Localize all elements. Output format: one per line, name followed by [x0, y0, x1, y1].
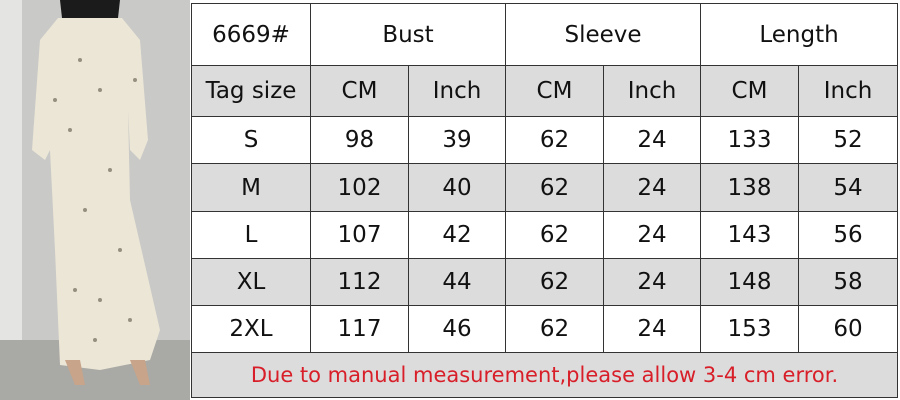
- units-row: Tag size CM Inch CM Inch CM Inch: [191, 65, 898, 117]
- measurement-cell: 24: [603, 163, 701, 212]
- measurement-cell: 40: [408, 163, 506, 212]
- measurement-note: Due to manual measurement,please allow 3…: [191, 352, 898, 398]
- measurement-cell: 138: [700, 163, 799, 212]
- group-bust: Bust: [310, 3, 506, 66]
- measurement-cell: 98: [310, 116, 409, 164]
- measurement-cell: 102: [310, 163, 409, 212]
- measurement-cell: 60: [798, 305, 898, 353]
- product-photo: [0, 0, 190, 400]
- measurement-cell: 44: [408, 258, 506, 306]
- measurement-cell: 62: [505, 305, 604, 353]
- table-row: 2XL 117 46 62 24 153 60: [191, 305, 898, 353]
- group-sleeve: Sleeve: [505, 3, 701, 66]
- measurement-cell: 54: [798, 163, 898, 212]
- model-number: 6669#: [191, 3, 311, 66]
- table-row: S 98 39 62 24 133 52: [191, 116, 898, 164]
- measurement-cell: 62: [505, 211, 604, 259]
- unit-header: CM: [505, 65, 604, 117]
- table-row: L 107 42 62 24 143 56: [191, 211, 898, 259]
- group-length: Length: [700, 3, 898, 66]
- size-cell: XL: [191, 258, 311, 306]
- unit-header: Inch: [408, 65, 506, 117]
- measurement-cell: 56: [798, 211, 898, 259]
- size-chart-table: 6669# Bust Sleeve Length Tag size CM Inc…: [191, 3, 898, 398]
- size-cell: S: [191, 116, 311, 164]
- measurement-cell: 24: [603, 305, 701, 353]
- unit-header: CM: [310, 65, 409, 117]
- measurement-cell: 133: [700, 116, 799, 164]
- table-row: M 102 40 62 24 138 54: [191, 163, 898, 212]
- size-cell: L: [191, 211, 311, 259]
- unit-header: Inch: [798, 65, 898, 117]
- measurement-cell: 62: [505, 163, 604, 212]
- measurement-cell: 62: [505, 116, 604, 164]
- measurement-cell: 24: [603, 258, 701, 306]
- measurement-cell: 107: [310, 211, 409, 259]
- measurement-cell: 112: [310, 258, 409, 306]
- table-row: XL 112 44 62 24 148 58: [191, 258, 898, 306]
- measurement-cell: 52: [798, 116, 898, 164]
- measurement-cell: 42: [408, 211, 506, 259]
- measurement-cell: 117: [310, 305, 409, 353]
- measurement-cell: 153: [700, 305, 799, 353]
- unit-header: Inch: [603, 65, 701, 117]
- measurement-cell: 62: [505, 258, 604, 306]
- measurement-cell: 39: [408, 116, 506, 164]
- measurement-cell: 24: [603, 211, 701, 259]
- size-cell: M: [191, 163, 311, 212]
- measurement-cell: 46: [408, 305, 506, 353]
- unit-header: CM: [700, 65, 799, 117]
- measurement-cell: 143: [700, 211, 799, 259]
- size-cell: 2XL: [191, 305, 311, 353]
- measurement-cell: 58: [798, 258, 898, 306]
- measurement-cell: 148: [700, 258, 799, 306]
- tag-size-header: Tag size: [191, 65, 311, 117]
- measurement-cell: 24: [603, 116, 701, 164]
